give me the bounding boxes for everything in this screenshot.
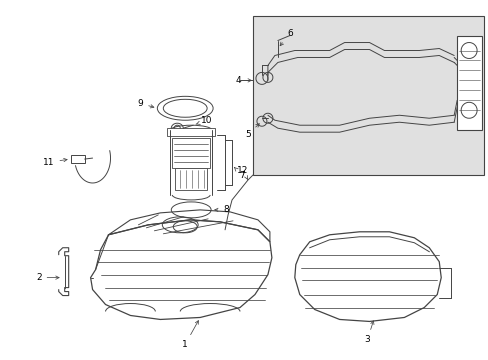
Text: 9: 9	[137, 99, 154, 108]
Text: 12: 12	[237, 166, 248, 180]
Text: 11: 11	[43, 158, 67, 167]
Text: 6: 6	[280, 29, 292, 46]
Text: 4: 4	[235, 76, 251, 85]
Text: 10: 10	[196, 116, 212, 125]
Bar	[175, 168, 207, 190]
FancyBboxPatch shape	[172, 138, 210, 168]
Text: 3: 3	[364, 321, 373, 344]
Bar	[456, 36, 481, 130]
Text: 1: 1	[182, 321, 198, 349]
Bar	[71, 155, 84, 163]
Bar	[252, 15, 483, 175]
Text: 2: 2	[36, 273, 59, 282]
Bar	[167, 128, 215, 136]
Text: 5: 5	[244, 124, 259, 139]
Text: 7: 7	[234, 167, 244, 180]
Text: 8: 8	[214, 206, 228, 215]
